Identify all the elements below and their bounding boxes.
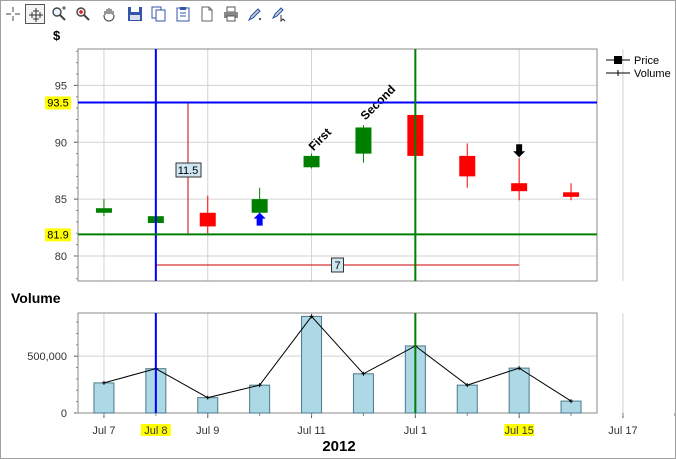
volume-bar <box>249 384 271 414</box>
crosshair-tool-button[interactable] <box>3 4 23 24</box>
pan-tool-button[interactable] <box>99 4 119 24</box>
volume-bar <box>456 384 478 414</box>
x-axis-label: 2012 <box>322 438 355 455</box>
down-arrow-marker <box>513 144 526 158</box>
x-tick-label: Jul 9 <box>196 425 219 437</box>
legend-entry-label: Price <box>634 55 659 67</box>
price-y-tick-label: 80 <box>55 251 67 263</box>
volume-bar <box>197 397 219 414</box>
x-tick-label: Jul 15 <box>504 425 533 437</box>
x-tick-label: Jul 1 <box>404 425 427 437</box>
horizontal-measure-label-box <box>331 257 344 273</box>
save-button[interactable] <box>125 4 145 24</box>
crosshair-snap-tool-button[interactable] <box>25 4 45 24</box>
volume-point <box>101 380 106 385</box>
candle-body <box>511 183 528 192</box>
legend-entry-label: Volume <box>634 68 671 80</box>
candle-body <box>199 212 216 227</box>
pen-tool-button[interactable] <box>245 4 265 24</box>
horizontal-measure-label: 7 <box>334 260 340 272</box>
candle-body <box>459 155 476 177</box>
clipboard-button[interactable] <box>173 4 193 24</box>
markers <box>253 144 526 226</box>
crosshair-snap-icon <box>29 8 43 22</box>
volume-bar <box>93 382 115 414</box>
cursor-value-label: 81.9 <box>47 229 68 241</box>
volume-y-tick-label: 500,000 <box>27 351 67 363</box>
volume-plot-area[interactable] <box>77 312 598 414</box>
candle-body <box>251 199 268 213</box>
print-button[interactable] <box>221 4 241 24</box>
floppy-disk-icon <box>128 7 142 21</box>
volume-bars <box>93 315 582 414</box>
volume-series-line <box>103 315 572 402</box>
printer-icon <box>224 6 238 22</box>
cursor-value-highlight <box>45 96 71 110</box>
candlesticks <box>95 105 580 234</box>
toolbar <box>3 3 303 25</box>
copy-icon <box>151 6 166 22</box>
text-annotation: First <box>306 125 334 153</box>
crosshair-icon <box>6 7 20 21</box>
volume-panel-title: Volume <box>11 290 61 306</box>
copy-button[interactable] <box>149 4 169 24</box>
zoom-tool-button[interactable] <box>49 4 69 24</box>
page-icon <box>201 6 213 22</box>
price-y-tick-label: 85 <box>55 194 67 206</box>
candle-body <box>95 208 112 213</box>
zoom-rect-tool-button[interactable] <box>73 4 93 24</box>
candle-body <box>355 127 372 154</box>
volume-point <box>569 399 574 404</box>
price-grid <box>78 49 624 281</box>
x-tick-label: Jul 7 <box>92 425 115 437</box>
up-arrow-marker <box>253 212 266 226</box>
vertical-measure-label-box <box>175 162 202 178</box>
x-tick-label: Jul 8 <box>144 425 167 437</box>
volume-point <box>309 314 314 319</box>
volume-bar <box>508 367 530 414</box>
measurement-lines: 11.57 <box>155 102 520 273</box>
price-y-axis-label: $ <box>53 28 61 43</box>
pen-select-icon <box>271 7 286 22</box>
volume-point <box>361 371 366 376</box>
volume-point <box>205 395 210 400</box>
candle-body <box>303 155 320 168</box>
vertical-measure-label: 11.5 <box>178 165 199 177</box>
volume-bar <box>301 315 323 414</box>
volume-point <box>257 383 262 388</box>
cursors: 93.5 81.9 <box>45 49 597 413</box>
hand-icon <box>103 8 115 22</box>
pen-icon <box>247 8 262 22</box>
price-y-axis: 80 85 90 95 <box>55 50 78 280</box>
x-tick-label: Jul 11 <box>297 425 326 437</box>
price-y-tick-label: 95 <box>55 80 67 92</box>
x-tick-label: Jul 17 <box>608 425 637 437</box>
x-tick-label-highlight <box>504 424 535 436</box>
legend-square-marker <box>614 56 622 64</box>
zoom-icon <box>52 6 66 21</box>
volume-point <box>465 383 470 388</box>
page-setup-button[interactable] <box>197 4 217 24</box>
volume-y-axis: 0 500,000 <box>27 321 78 420</box>
candle-body <box>563 192 580 197</box>
zoom-rect-icon <box>76 7 90 21</box>
pen-select-tool-button[interactable] <box>269 4 289 24</box>
price-y-tick-label: 90 <box>55 137 67 149</box>
volume-point <box>517 366 522 371</box>
volume-grid <box>78 313 624 414</box>
cursor-value-highlight <box>45 228 71 242</box>
cursor-value-label: 93.5 <box>47 97 68 109</box>
volume-line <box>101 314 574 404</box>
x-tick-label-highlight <box>140 424 171 436</box>
volume-bar <box>352 373 374 414</box>
volume-y-tick-label: 0 <box>61 408 67 420</box>
clipboard-icon <box>176 7 190 22</box>
